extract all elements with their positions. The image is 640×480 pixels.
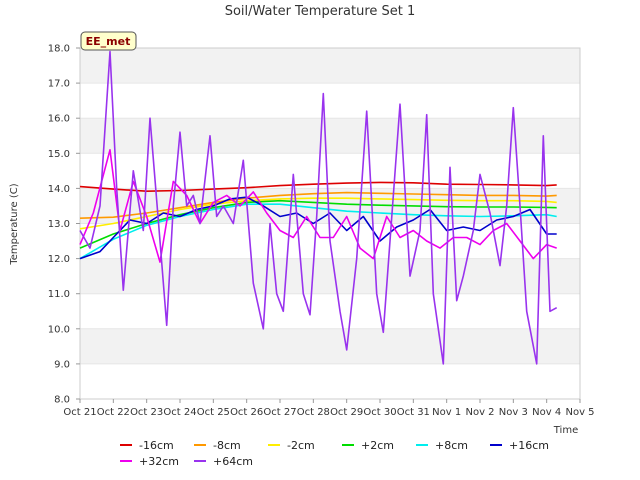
series-line--8cm xyxy=(79,191,557,219)
series-line-+64cm xyxy=(79,50,558,365)
series-line-+8cm xyxy=(79,203,557,260)
legend-label: -8cm xyxy=(213,439,241,452)
x-tick-label: Nov 4 xyxy=(532,407,561,418)
series-line-+32cm xyxy=(79,149,557,263)
y-axis-label: Temperature (C) xyxy=(9,183,20,265)
legend-item--16cm: -16cm xyxy=(120,439,174,452)
grid-band xyxy=(80,188,580,224)
grid-band xyxy=(80,258,580,294)
x-tick-label: Oct 25 xyxy=(197,407,230,418)
y-tick-label: 15.0 xyxy=(48,149,70,160)
x-tick-label: Nov 1 xyxy=(432,407,461,418)
x-axis-ticks: Oct 21 Oct 22 Oct 23 Oct 24 Oct 25 Oct 26 Oct … xyxy=(63,399,595,418)
grid-band xyxy=(80,118,580,154)
legend-item-+32cm: +32cm xyxy=(120,455,179,468)
y-tick-label: 16.0 xyxy=(48,114,70,125)
grid-band xyxy=(80,328,580,364)
legend: -16cm -8cm -2cm +2cm +8cm +16cm +32cm +64cm xyxy=(120,439,549,468)
x-tick-label: Oct 30 xyxy=(363,407,396,418)
x-axis-label: Time xyxy=(553,425,578,436)
legend-item--8cm: -8cm xyxy=(194,439,241,452)
y-tick-label: 9.0 xyxy=(54,359,70,370)
y-tick-label: 12.0 xyxy=(48,254,70,265)
legend-item-+16cm: +16cm xyxy=(490,439,549,452)
chart-title: Soil/Water Temperature Set 1 xyxy=(225,4,416,19)
y-tick-label: 11.0 xyxy=(48,289,70,300)
x-tick-label: Oct 27 xyxy=(263,407,296,418)
y-tick-label: 18.0 xyxy=(48,44,70,55)
x-tick-label: Oct 28 xyxy=(297,407,330,418)
y-tick-label: 13.0 xyxy=(48,219,70,230)
x-tick-label: Nov 5 xyxy=(565,407,594,418)
y-tick-label: 14.0 xyxy=(48,184,70,195)
legend-label: +16cm xyxy=(509,439,549,452)
x-tick-label: Oct 29 xyxy=(330,407,363,418)
x-tick-label: Oct 31 xyxy=(397,407,430,418)
x-tick-label: Nov 3 xyxy=(499,407,528,418)
grid-band xyxy=(80,48,580,84)
legend-label: +32cm xyxy=(139,455,179,468)
x-tick-label: Oct 22 xyxy=(97,407,130,418)
legend-item-+64cm: +64cm xyxy=(194,455,253,468)
plot-background-bands xyxy=(80,47,580,400)
legend-item-+8cm: +8cm xyxy=(416,439,468,452)
y-axis-ticks: 8.0 9.0 10.0 11.0 12.0 13.0 14.0 15.0 16.0 17.0 18… xyxy=(48,44,80,406)
legend-item-+2cm: +2cm xyxy=(342,439,394,452)
station-badge: EE_met xyxy=(80,31,137,51)
x-tick-label: Nov 2 xyxy=(465,407,494,418)
legend-label: +8cm xyxy=(435,439,468,452)
legend-label: -2cm xyxy=(287,439,315,452)
legend-item--2cm: -2cm xyxy=(268,439,315,452)
legend-label: -16cm xyxy=(139,439,174,452)
x-tick-label: Oct 24 xyxy=(163,407,196,418)
y-tick-label: 17.0 xyxy=(48,79,70,90)
y-tick-label: 8.0 xyxy=(54,395,70,406)
y-tick-label: 10.0 xyxy=(48,324,70,335)
x-tick-label: Oct 23 xyxy=(130,407,163,418)
legend-label: +2cm xyxy=(361,439,394,452)
legend-label: +64cm xyxy=(213,455,253,468)
series-line-+2cm xyxy=(79,199,557,249)
series-line-+16cm xyxy=(79,196,557,260)
station-badge-label: EE_met xyxy=(86,35,131,48)
x-tick-label: Oct 26 xyxy=(230,407,263,418)
x-tick-label: Oct 21 xyxy=(63,407,96,418)
series-lines xyxy=(79,50,558,365)
series-line--16cm xyxy=(79,181,557,192)
